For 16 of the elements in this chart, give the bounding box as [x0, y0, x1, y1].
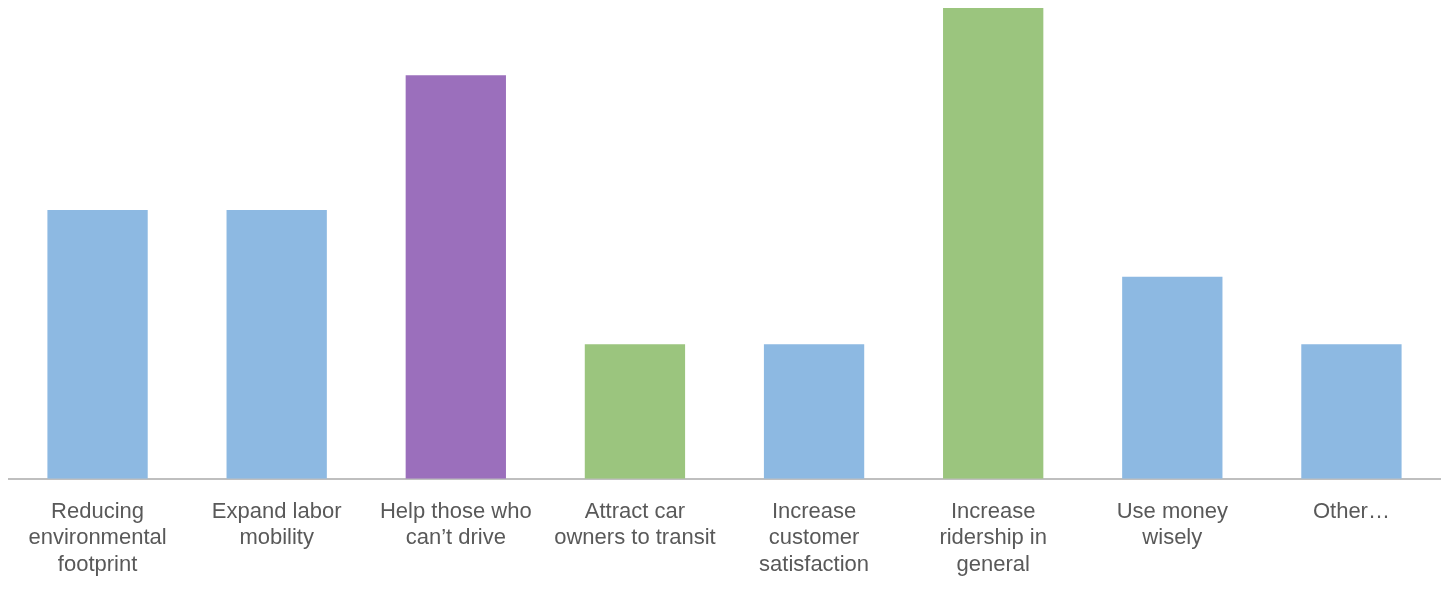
bar	[226, 209, 327, 479]
bar	[47, 209, 148, 479]
bar	[943, 8, 1044, 479]
x-tick-label: Attract car owners to transit	[554, 498, 716, 550]
x-tick-label: Expand labor mobility	[211, 498, 342, 550]
bar	[405, 75, 506, 479]
bar	[584, 344, 686, 479]
x-tick-label: Reducing environmental footprint	[28, 498, 167, 576]
bar	[763, 344, 865, 479]
x-tick-label: Use money wisely	[1116, 498, 1228, 550]
x-tick-label: Other…	[1312, 498, 1390, 524]
bar	[1122, 276, 1223, 479]
x-tick-label: Increase ridership in general	[939, 498, 1047, 576]
x-tick-label: Help those who can’t drive	[379, 498, 532, 550]
x-tick-label: Increase customer satisfaction	[759, 498, 870, 576]
bar	[1301, 344, 1402, 479]
